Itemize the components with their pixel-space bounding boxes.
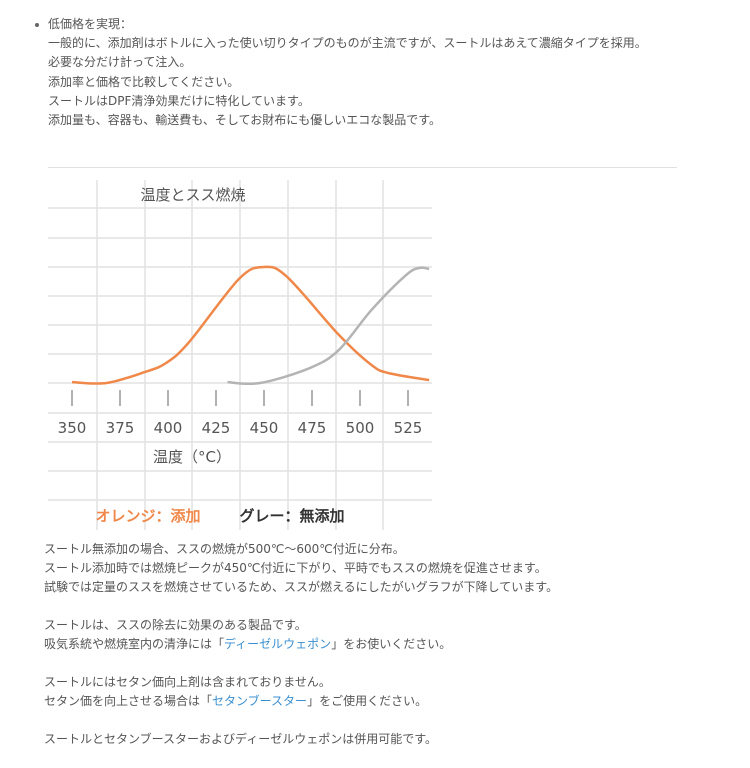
paragraph-distribution: スートル無添加の場合、ススの燃焼が500℃～600℃付近に分布。 スートル添加時… bbox=[44, 540, 558, 597]
legend-not-added: グレー：無添加 bbox=[239, 507, 344, 525]
text-line: スートルにはセタン価向上剤は含まれておりません。 bbox=[44, 675, 331, 689]
paragraph-effect: スートルは、ススの除去に効果のある製品です。 吸気系統や燃焼室内の清浄には「ディ… bbox=[44, 616, 558, 654]
text-line: スートルとセタンブースターおよびディーゼルウェポンは併用可能です。 bbox=[44, 732, 438, 746]
legend-added: オレンジ：添加 bbox=[95, 507, 200, 525]
divider bbox=[48, 167, 677, 168]
x-tick-label: 475 bbox=[298, 419, 327, 437]
feature-item-low-price: 低価格を実現： 一般的に、添加剤はボトルに入った使い切りタイプのものが主流ですが… bbox=[34, 15, 647, 130]
text: 」をお使いください。 bbox=[331, 637, 452, 651]
feature-line: 一般的に、添加剤はボトルに入った使い切りタイプのものが主流ですが、スートルはあえ… bbox=[48, 36, 647, 51]
x-tick-label: 425 bbox=[202, 419, 231, 437]
combustion-chart: 温度とスス燃焼 350 375 400 425 450 475 500 525 温度（°C） … bbox=[48, 180, 432, 530]
text-line: 吸気系統や燃焼室内の清浄には「ディーゼルウェポン」をお使いください。 bbox=[44, 635, 558, 654]
diesel-weapon-link[interactable]: ディーゼルウェポン bbox=[224, 637, 332, 651]
paragraph-compatibility: スートルとセタンブースターおよびディーゼルウェポンは併用可能です。 bbox=[44, 730, 558, 749]
x-tick-label: 525 bbox=[394, 419, 423, 437]
text-line: スートル無添加の場合、ススの燃焼が500℃～600℃付近に分布。 bbox=[44, 542, 405, 556]
series-line-not_added bbox=[227, 266, 430, 386]
chart-grid bbox=[48, 180, 432, 530]
series-line-added bbox=[71, 265, 430, 385]
text-line: 試験では定量のススを燃焼させているため、ススが燃えるにしたがいグラフが下降してい… bbox=[44, 580, 559, 594]
text: セタン価を向上させる場合は「 bbox=[44, 694, 213, 708]
bullet-icon bbox=[35, 23, 39, 27]
x-ticks: 350 375 400 425 450 475 500 525 bbox=[58, 390, 423, 437]
text-line: スートルは、ススの除去に効果のある製品です。 bbox=[44, 618, 307, 632]
feature-heading: 低価格を実現： bbox=[48, 17, 133, 31]
text-line: セタン価を向上させる場合は「セタンブースター」をご使用ください。 bbox=[44, 692, 558, 711]
text-line: スートル添加時では燃焼ピークが450℃付近に下がり、平時でもススの燃焼を促進させ… bbox=[44, 561, 547, 575]
x-tick-label: 400 bbox=[154, 419, 183, 437]
feature-list: 低価格を実現： 一般的に、添加剤はボトルに入った使い切りタイプのものが主流ですが… bbox=[34, 15, 647, 130]
x-axis-label: 温度（°C） bbox=[153, 448, 231, 466]
paragraph-cetane: スートルにはセタン価向上剤は含まれておりません。 セタン価を向上させる場合は「セ… bbox=[44, 673, 558, 711]
feature-line: 添加量も、容器も、輸送費も、そしてお財布にも優しいエコな製品です。 bbox=[48, 113, 442, 128]
text: 」をご使用ください。 bbox=[307, 694, 428, 708]
x-tick-label: 500 bbox=[346, 419, 375, 437]
chart-title: 温度とスス燃焼 bbox=[140, 186, 245, 204]
x-tick-label: 450 bbox=[250, 419, 279, 437]
cetane-booster-link[interactable]: セタンブースター bbox=[212, 694, 308, 708]
x-tick-label: 350 bbox=[58, 419, 87, 437]
feature-line: スートルはDPF清浄効果だけに特化しています。 bbox=[48, 93, 310, 108]
feature-line: 添加率と価格で比較してください。 bbox=[48, 74, 240, 89]
description: スートル無添加の場合、ススの燃焼が500℃～600℃付近に分布。 スートル添加時… bbox=[44, 540, 558, 768]
x-tick-label: 375 bbox=[106, 419, 135, 437]
feature-line: 必要な分だけ計って注入。 bbox=[48, 55, 192, 70]
text: 吸気系統や燃焼室内の清浄には「 bbox=[44, 637, 225, 651]
